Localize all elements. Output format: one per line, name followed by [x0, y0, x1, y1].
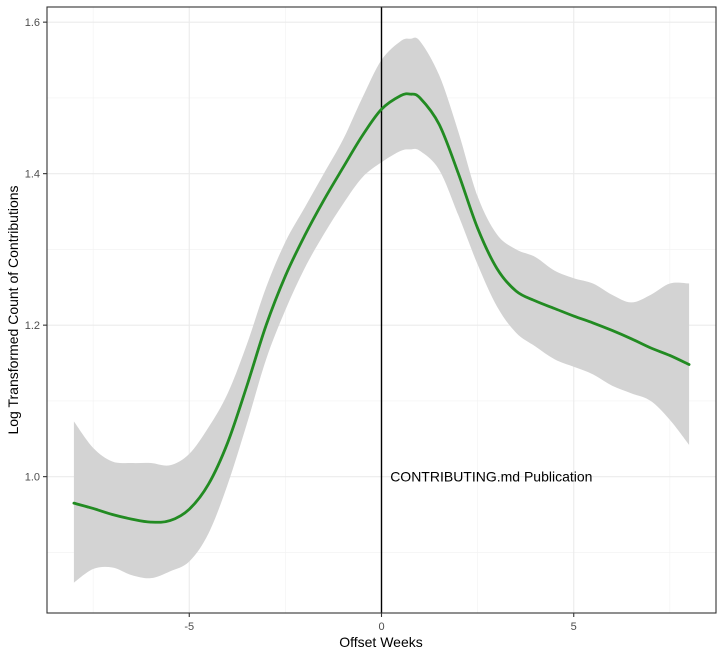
confidence-band	[73, 37, 690, 583]
x-tick-label: -5	[184, 621, 194, 633]
x-tick-label: 5	[571, 621, 577, 633]
y-tick-label: 1.4	[25, 169, 40, 181]
x-axis: -5 0 5	[184, 613, 577, 633]
y-tick-label: 1.0	[25, 472, 40, 484]
x-tick-label: 0	[378, 621, 384, 633]
y-axis: 1.0 1.2 1.4 1.6	[25, 17, 47, 484]
x-axis-title: Offset Weeks	[339, 634, 423, 650]
y-tick-label: 1.2	[25, 320, 40, 332]
y-tick-label: 1.6	[25, 17, 40, 29]
smooth-trend-line	[72, 92, 691, 524]
publication-annotation: CONTRIBUTING.md Publication	[390, 469, 592, 485]
y-axis-title: Log Transformed Count of Contributions	[5, 185, 21, 434]
